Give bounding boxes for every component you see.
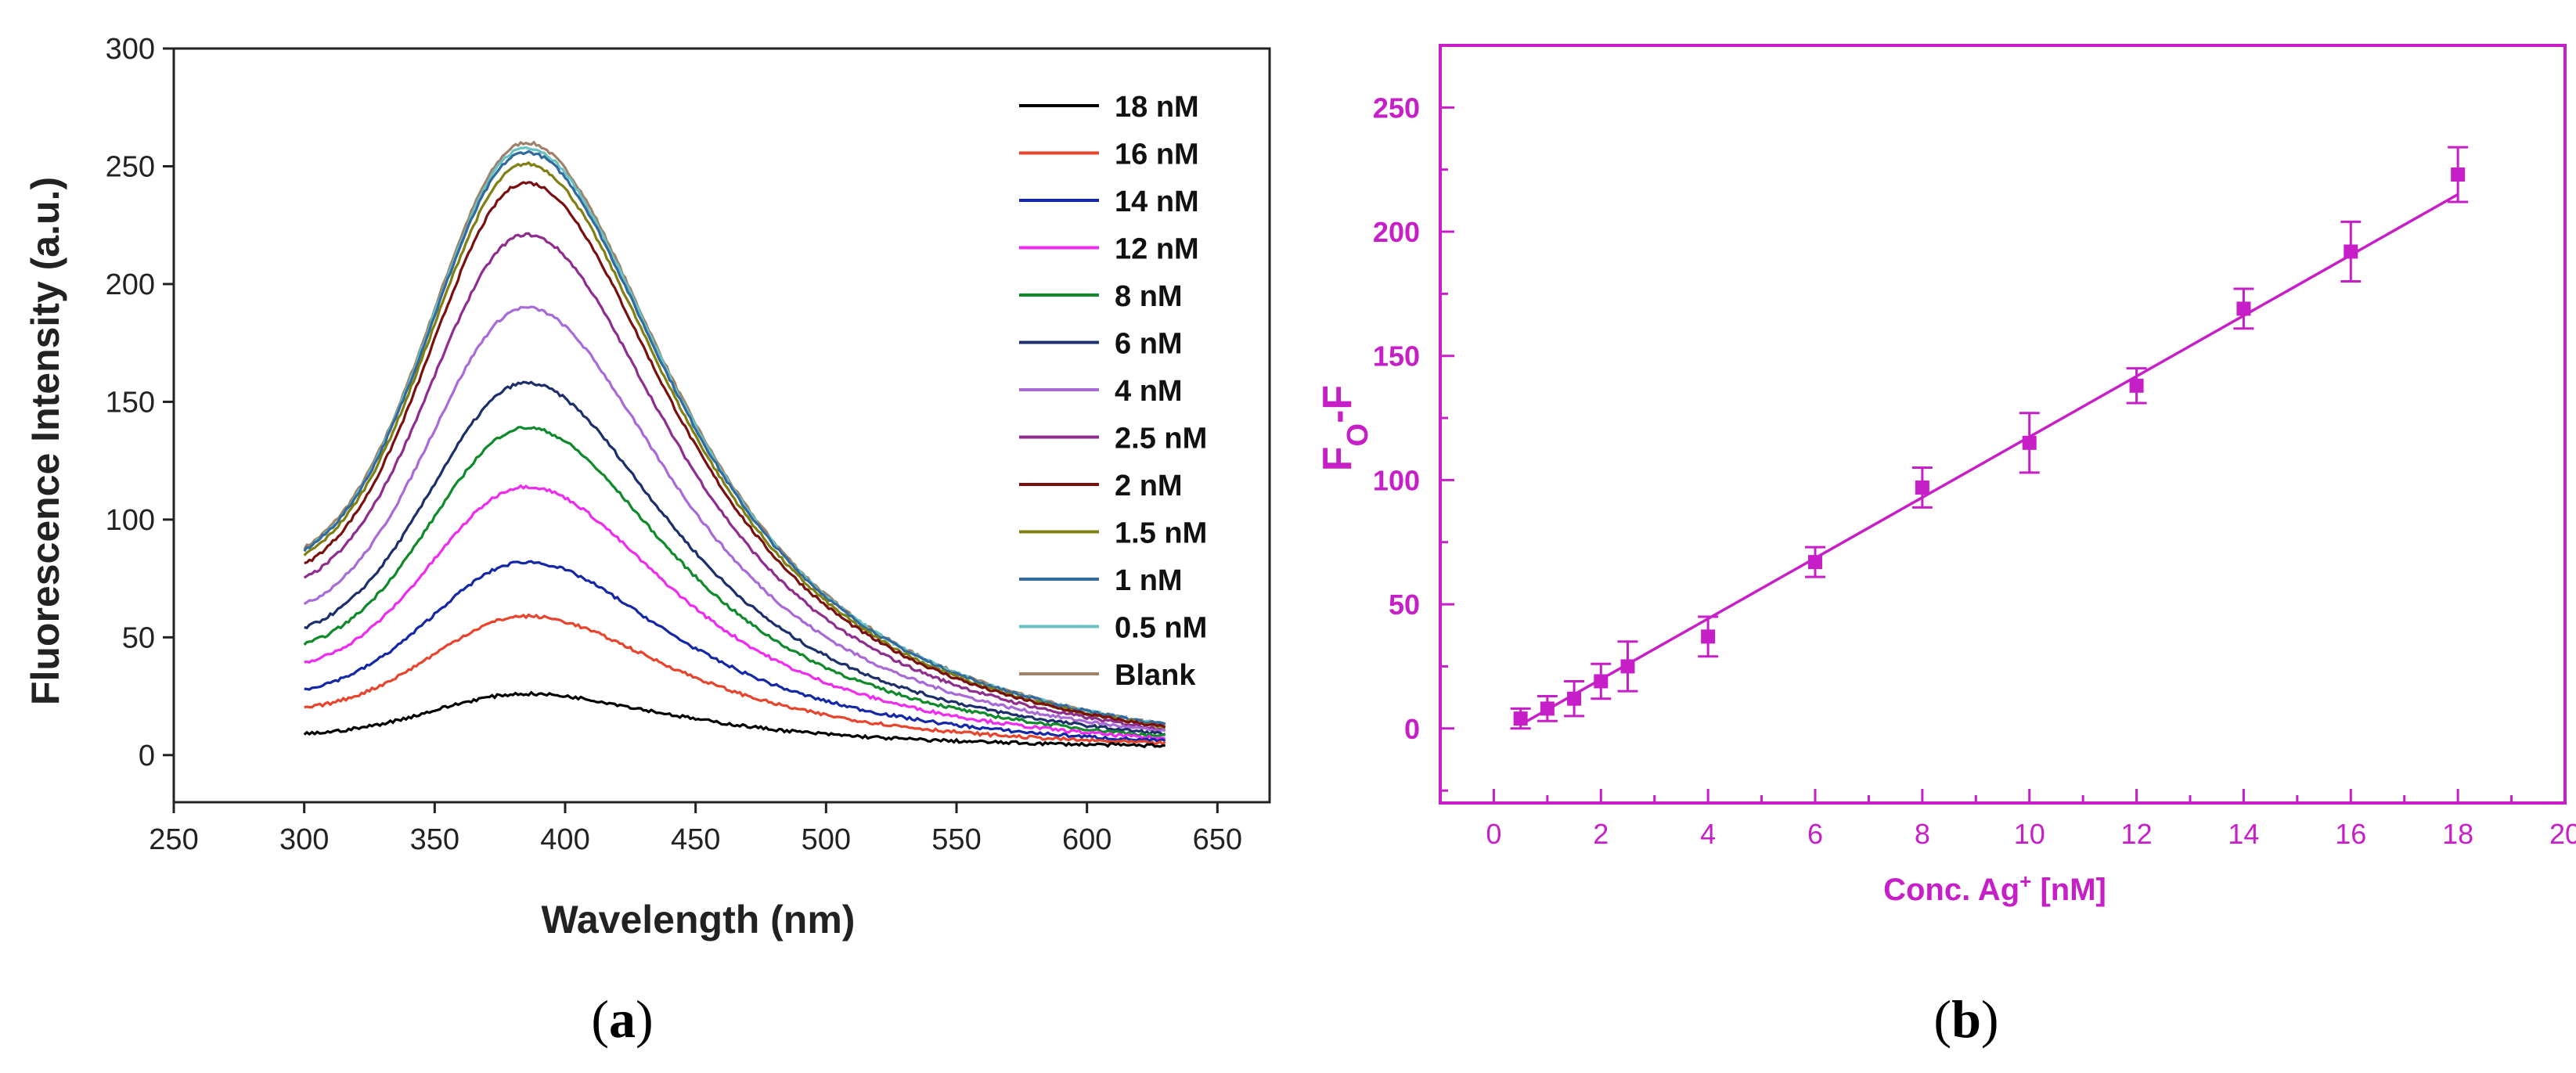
fit-line bbox=[1519, 193, 2459, 726]
panel-a-chart: 250 300 350 400 450 500 550 600 650 0 50 100 150 200 2… bbox=[23, 33, 1271, 942]
x-axis-label: Wavelength (nm) bbox=[542, 898, 856, 942]
y-tick-label: 50 bbox=[1389, 589, 1420, 621]
data-points bbox=[1510, 146, 2469, 730]
x-tick-label: 450 bbox=[671, 823, 720, 856]
data-point bbox=[1620, 659, 1635, 674]
y-tick-label: 0 bbox=[1404, 713, 1420, 745]
x-tick-label: 4 bbox=[1700, 818, 1716, 850]
x-tick-label: 350 bbox=[410, 823, 459, 856]
spectrum-2nM bbox=[304, 181, 1166, 729]
legend-label: 1.5 nM bbox=[1115, 517, 1207, 550]
spectrum-12nM bbox=[304, 484, 1166, 741]
y-tick-label: 200 bbox=[1373, 216, 1420, 248]
caption-a: (a) bbox=[591, 989, 653, 1049]
x-tick-label: 0 bbox=[1486, 818, 1501, 850]
x-tick-label: 400 bbox=[540, 823, 589, 856]
y-tick-label: 100 bbox=[1373, 464, 1420, 496]
plot-frame bbox=[172, 47, 1271, 804]
y-tick-label: 100 bbox=[106, 504, 155, 537]
x-tick-label: 250 bbox=[149, 823, 198, 856]
spectrum-18nM bbox=[303, 690, 1166, 749]
data-point bbox=[2451, 167, 2466, 182]
x-tick-label: 8 bbox=[1915, 818, 1930, 850]
data-point bbox=[1808, 555, 1822, 570]
x-tick-label: 20 bbox=[2549, 818, 2576, 850]
x-tick-label: 10 bbox=[2014, 818, 2045, 850]
y-tick-label: 200 bbox=[106, 268, 155, 301]
x-tick-label: 300 bbox=[279, 823, 329, 856]
spectrum-2-5nM bbox=[303, 232, 1166, 732]
legend-label: 18 nM bbox=[1115, 91, 1199, 124]
y-tick-label: 250 bbox=[106, 150, 155, 183]
x-tick-label: 650 bbox=[1193, 823, 1242, 856]
y-tick-label: 0 bbox=[139, 740, 155, 772]
y-tick-label: 50 bbox=[122, 621, 155, 654]
x-tick-label: 16 bbox=[2335, 818, 2366, 850]
spectrum-16nM bbox=[304, 613, 1166, 746]
y-tick-label: 150 bbox=[1373, 340, 1420, 373]
x-tick-label: 12 bbox=[2121, 818, 2153, 850]
x-tick-label: 14 bbox=[2228, 818, 2259, 850]
y-tick-label: 250 bbox=[1373, 92, 1420, 124]
data-point bbox=[1513, 711, 1528, 726]
y-axis-label: FO-F bbox=[1315, 385, 1374, 471]
y-tick-label: 300 bbox=[106, 33, 155, 66]
data-point bbox=[2129, 378, 2144, 393]
legend-label: 4 nM bbox=[1115, 375, 1183, 408]
legend-label: 0.5 nM bbox=[1115, 612, 1207, 645]
legend-label: 6 nM bbox=[1115, 328, 1183, 361]
legend-label: 14 nM bbox=[1115, 185, 1199, 218]
data-point bbox=[1594, 674, 1609, 689]
spectrum-6nM bbox=[304, 380, 1166, 736]
x-tick-label: 6 bbox=[1807, 818, 1823, 850]
legend-label: 2.5 nM bbox=[1115, 423, 1207, 455]
y-axis-label: Fluorescence Intensity (a.u.) bbox=[23, 177, 67, 705]
legend-label: 12 nM bbox=[1115, 233, 1199, 266]
data-point bbox=[1540, 701, 1555, 716]
legend-label: 8 nM bbox=[1115, 280, 1183, 313]
x-tick-label: 2 bbox=[1593, 818, 1609, 850]
legend-label: 2 nM bbox=[1115, 470, 1183, 502]
spectrum-8nM bbox=[303, 426, 1166, 737]
data-point bbox=[2022, 435, 2037, 450]
spectrum-4nM bbox=[303, 305, 1166, 733]
data-point bbox=[2344, 244, 2358, 259]
x-tick-label: 550 bbox=[931, 823, 981, 856]
data-point bbox=[2236, 301, 2251, 316]
x-tick-label: 500 bbox=[802, 823, 851, 856]
legend-label: 1 nM bbox=[1115, 564, 1183, 597]
spectra-curves bbox=[303, 140, 1166, 749]
x-tick-label: 600 bbox=[1062, 823, 1111, 856]
data-point bbox=[1567, 691, 1582, 706]
spectrum-14nM bbox=[304, 560, 1166, 744]
legend-label: Blank bbox=[1115, 659, 1196, 692]
spectrum-1nM bbox=[303, 149, 1166, 726]
legend-label: 16 nM bbox=[1115, 139, 1199, 171]
data-point bbox=[1701, 629, 1716, 644]
plot-frame bbox=[1439, 44, 2567, 805]
legend: 18 nM 16 nM 14 nM 12 nM 8 nM 6 nM 4 nM 2.5 nM 2 … bbox=[1019, 91, 1207, 692]
caption-b: (b) bbox=[1933, 989, 1998, 1049]
x-tick-label: 18 bbox=[2442, 818, 2473, 850]
x-axis-label: Conc. Ag+ [nM] bbox=[1883, 870, 2106, 907]
data-point bbox=[1915, 480, 1929, 495]
y-tick-label: 150 bbox=[106, 386, 155, 419]
